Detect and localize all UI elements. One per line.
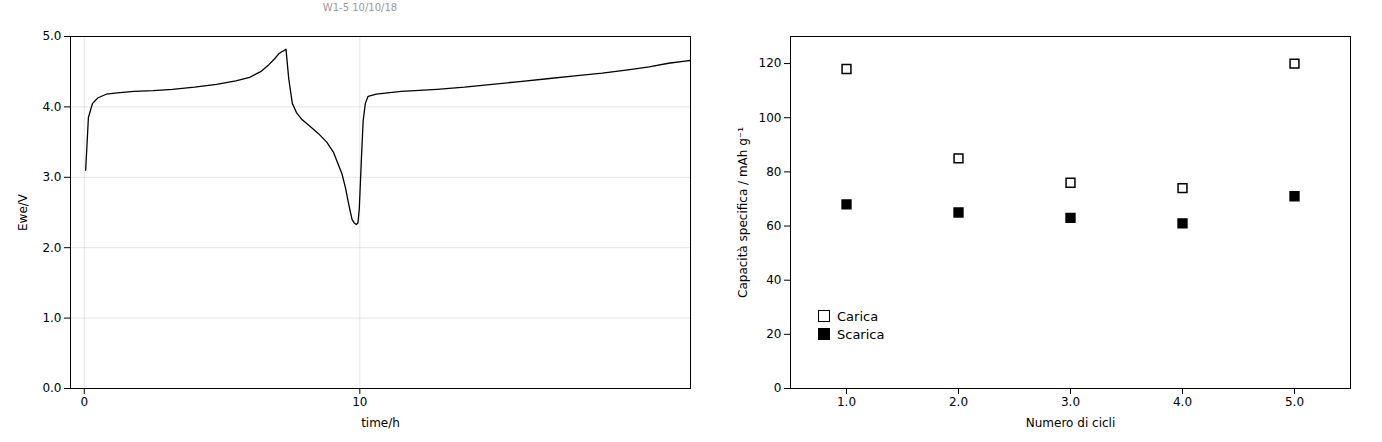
svg-text:1.0: 1.0 [42,311,61,325]
svg-text:5.0: 5.0 [1285,395,1304,409]
svg-text:0: 0 [774,381,782,395]
svg-text:10: 10 [352,395,367,409]
svg-text:3.0: 3.0 [1061,395,1080,409]
svg-text:2.0: 2.0 [42,241,61,255]
svg-text:4.0: 4.0 [1173,395,1192,409]
svg-text:time/h: time/h [361,416,400,430]
svg-text:4.0: 4.0 [42,100,61,114]
svg-text:1.0: 1.0 [837,395,856,409]
svg-text:60: 60 [766,219,781,233]
svg-text:5.0: 5.0 [42,29,61,43]
svg-text:0: 0 [80,395,88,409]
html-text:W1-5 10/10/18: W1-5 10/10/18 [322,2,398,13]
html-text:Carica: Carica [837,308,879,324]
svg-text:120: 120 [759,56,782,70]
svg-text:Capacità specifica / mAh g⁻¹: Capacità specifica / mAh g⁻¹ [736,127,750,298]
svg-text:80: 80 [766,165,781,179]
svg-text:2.0: 2.0 [949,395,968,409]
html-text:Scarica: Scarica [837,326,885,342]
svg-text:20: 20 [766,327,781,341]
svg-text:Numero di cicli: Numero di cicli [1026,416,1115,430]
svg-text:0.0: 0.0 [42,381,61,395]
svg-text:3.0: 3.0 [42,170,61,184]
svg-text:Ewe/V: Ewe/V [16,193,30,231]
svg-text:40: 40 [766,273,781,287]
svg-text:100: 100 [759,111,782,125]
